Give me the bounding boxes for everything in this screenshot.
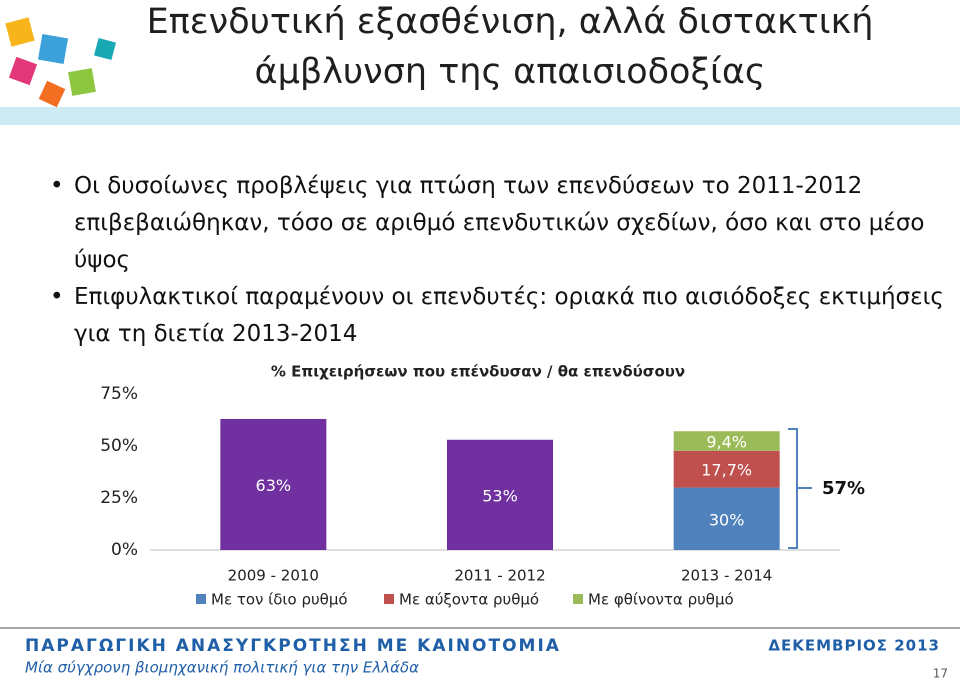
legend-label: Με αύξοντα ρυθμό (399, 591, 539, 609)
legend-label: Με τον ίδιο ρυθμό (211, 591, 348, 609)
bar-segment (447, 439, 553, 550)
legend-swatch (573, 594, 583, 604)
y-tick-label: 0% (111, 540, 138, 560)
x-tick-label: 2013 - 2014 (681, 567, 772, 585)
y-tick-label: 75% (100, 384, 138, 404)
data-label: 63% (256, 476, 292, 495)
footer-subtitle: Μία σύγχρονη βιομηχανική πολιτική για τη… (25, 659, 419, 677)
x-tick-label: 2009 - 2010 (228, 567, 319, 585)
bracket (788, 428, 812, 549)
bar-segment (673, 487, 780, 550)
bar-segment (673, 431, 780, 451)
footer-title: ΠΑΡΑΓΩΓΙΚΗ ΑΝΑΣΥΓΚΡΟΤΗΣΗ ΜΕ ΚΑΙΝΟΤΟΜΙΑ (25, 636, 561, 656)
legend-swatch (384, 594, 394, 604)
y-tick-label: 50% (100, 436, 138, 456)
bar-segment (673, 450, 780, 488)
page-number: 17 (933, 667, 948, 681)
decor (5, 17, 117, 108)
legend-swatch (196, 594, 206, 604)
legend-label: Με φθίνοντα ρυθμό (588, 591, 734, 609)
footer-date: ΔΕΚΕΜΒΡΙΟΣ 2013 (768, 637, 940, 655)
data-label: 53% (482, 486, 518, 505)
annotation: 57% (822, 478, 865, 499)
title-line: Επενδυτική εξασθένιση, αλλά διστακτική (146, 2, 874, 42)
data-label: 30% (709, 510, 745, 529)
y-tick-label: 25% (100, 488, 138, 508)
bullet-list: Οι δυσοίωνες προβλέψεις για πτώση των επ… (50, 168, 954, 353)
data-label: 9,4% (706, 433, 747, 452)
chart-title: % Επιχειρήσεων που επένδυσαν / θα επενδύ… (271, 363, 685, 381)
bullet: Επιφυλακτικοί παραμένουν οι επενδυτές: ο… (50, 279, 954, 353)
title-band (0, 107, 960, 125)
data-label: 17,7% (701, 461, 752, 480)
bullet: Οι δυσοίωνες προβλέψεις για πτώση των επ… (50, 168, 954, 279)
title-line: άμβλυνση της απαισιοδοξίας (254, 52, 766, 92)
bar-segment (220, 418, 327, 550)
x-tick-label: 2011 - 2012 (454, 567, 545, 585)
